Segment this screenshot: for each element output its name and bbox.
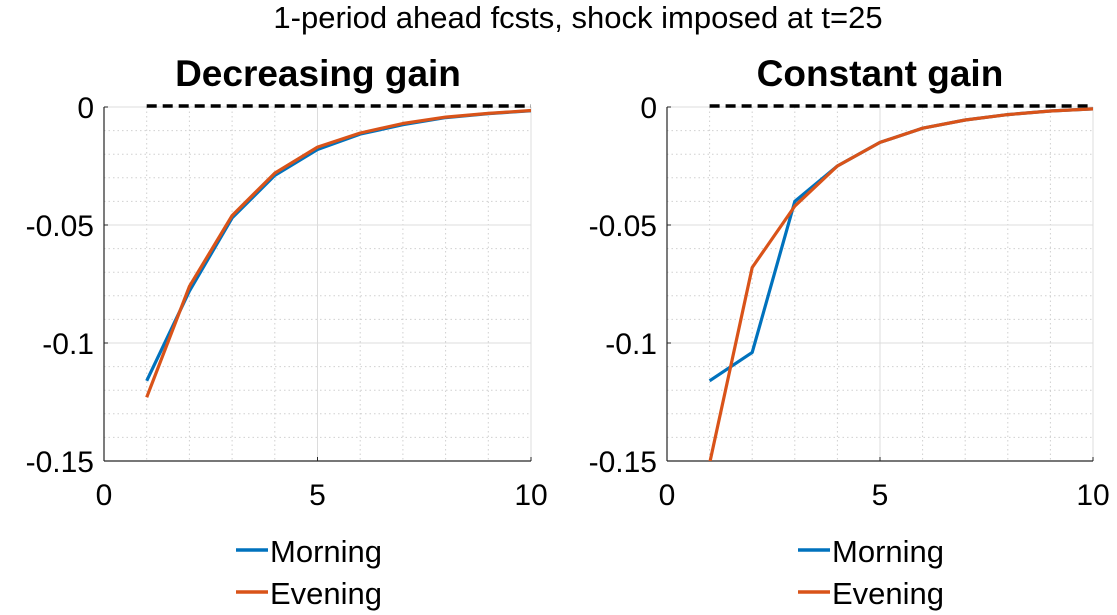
x-tick-label: 5 <box>872 479 889 512</box>
series-group <box>145 108 531 398</box>
panel-decreasing-gain: Decreasing gain 0 5 10 0 -0.05 -0.1 -0.15 Morni… <box>26 53 548 611</box>
y-tick-label: -0.15 <box>589 446 657 479</box>
y-tick-label: -0.1 <box>42 328 94 361</box>
legend: Morning Evening <box>798 534 944 611</box>
legend-label-morning: Morning <box>270 534 382 569</box>
x-tick-label: 5 <box>309 479 326 512</box>
x-tick-label: 0 <box>659 479 676 512</box>
panel-constant-gain: Constant gain 0 5 10 0 -0.05 -0.1 -0.15 Morning… <box>589 53 1110 611</box>
legend-label-morning: Morning <box>832 534 944 569</box>
legend-label-evening: Evening <box>270 576 382 611</box>
series-line-evening <box>708 107 1093 461</box>
series-group <box>708 107 1093 461</box>
y-tick-label: -0.15 <box>26 446 94 479</box>
x-tick-label: 10 <box>514 479 547 512</box>
panel-title: Constant gain <box>757 53 1004 94</box>
legend-label-evening: Evening <box>832 576 944 611</box>
y-tick-label: -0.1 <box>605 328 657 361</box>
panel-title: Decreasing gain <box>175 53 461 94</box>
figure-suptitle: 1-period ahead fcsts, shock imposed at t… <box>273 0 882 35</box>
y-tick-label: 0 <box>77 92 94 125</box>
legend: Morning Evening <box>236 534 382 611</box>
series-line-evening <box>145 108 531 398</box>
y-tick-label: 0 <box>640 92 657 125</box>
y-tick-label: -0.05 <box>26 210 94 243</box>
x-tick-label: 10 <box>1076 479 1109 512</box>
x-tick-label: 0 <box>96 479 113 512</box>
y-tick-label: -0.05 <box>589 210 657 243</box>
